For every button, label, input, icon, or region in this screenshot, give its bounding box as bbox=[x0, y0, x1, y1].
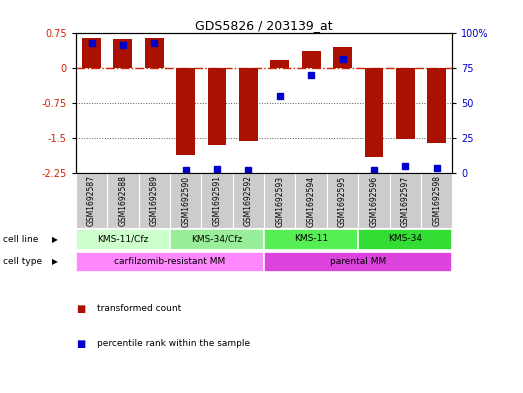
Text: ■: ■ bbox=[76, 303, 85, 314]
Bar bbox=[76, 173, 107, 228]
Text: GSM1692594: GSM1692594 bbox=[306, 175, 316, 227]
Bar bbox=[170, 229, 264, 250]
Text: transformed count: transformed count bbox=[97, 304, 181, 313]
Bar bbox=[365, 68, 383, 157]
Text: cell type: cell type bbox=[3, 257, 42, 266]
Bar bbox=[421, 173, 452, 228]
Bar bbox=[333, 48, 352, 68]
Bar bbox=[201, 173, 233, 228]
Bar bbox=[264, 229, 358, 250]
Bar bbox=[113, 39, 132, 68]
Text: ▶: ▶ bbox=[52, 257, 58, 266]
Bar bbox=[396, 68, 415, 139]
Bar bbox=[295, 173, 327, 228]
Text: GSM1692597: GSM1692597 bbox=[401, 175, 410, 227]
Bar bbox=[176, 68, 195, 154]
Bar bbox=[139, 173, 170, 228]
Text: GSM1692592: GSM1692592 bbox=[244, 175, 253, 226]
Bar bbox=[264, 252, 452, 272]
Bar bbox=[107, 173, 139, 228]
Text: GSM1692595: GSM1692595 bbox=[338, 175, 347, 227]
Bar bbox=[427, 68, 446, 143]
Text: ■: ■ bbox=[76, 339, 85, 349]
Text: GSM1692589: GSM1692589 bbox=[150, 175, 159, 226]
Text: KMS-11: KMS-11 bbox=[294, 235, 328, 244]
Text: GSM1692598: GSM1692598 bbox=[432, 175, 441, 226]
Bar bbox=[76, 252, 264, 272]
Text: GSM1692587: GSM1692587 bbox=[87, 175, 96, 226]
Text: GSM1692596: GSM1692596 bbox=[369, 175, 379, 227]
Bar bbox=[327, 173, 358, 228]
Bar bbox=[358, 229, 452, 250]
Bar bbox=[82, 38, 101, 68]
Text: GSM1692593: GSM1692593 bbox=[275, 175, 285, 227]
Text: GSM1692590: GSM1692590 bbox=[181, 175, 190, 227]
Text: ▶: ▶ bbox=[52, 235, 58, 244]
Text: parental MM: parental MM bbox=[330, 257, 386, 266]
Bar bbox=[270, 60, 289, 68]
Bar bbox=[390, 173, 421, 228]
Text: KMS-34/Cfz: KMS-34/Cfz bbox=[191, 235, 243, 244]
Text: carfilzomib-resistant MM: carfilzomib-resistant MM bbox=[115, 257, 225, 266]
Bar bbox=[302, 51, 321, 68]
Text: cell line: cell line bbox=[3, 235, 38, 244]
Bar bbox=[145, 38, 164, 68]
Bar bbox=[208, 68, 226, 145]
Bar bbox=[239, 68, 258, 141]
Text: KMS-11/Cfz: KMS-11/Cfz bbox=[97, 235, 149, 244]
Text: KMS-34: KMS-34 bbox=[388, 235, 423, 244]
Bar bbox=[170, 173, 201, 228]
Title: GDS5826 / 203139_at: GDS5826 / 203139_at bbox=[195, 19, 333, 32]
Bar bbox=[358, 173, 390, 228]
Text: GSM1692588: GSM1692588 bbox=[118, 175, 128, 226]
Bar bbox=[76, 229, 170, 250]
Bar bbox=[264, 173, 295, 228]
Text: GSM1692591: GSM1692591 bbox=[212, 175, 222, 226]
Bar bbox=[233, 173, 264, 228]
Text: percentile rank within the sample: percentile rank within the sample bbox=[97, 340, 250, 348]
